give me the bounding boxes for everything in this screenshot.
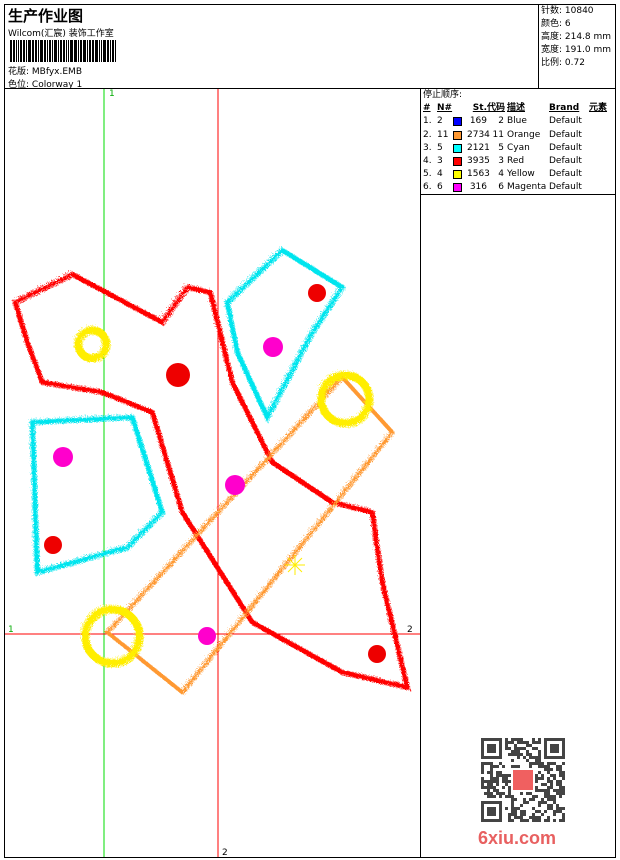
embroidery-preview: 1 1 2 2 (5, 89, 420, 857)
red-motifs (44, 284, 386, 663)
hearts (53, 337, 283, 645)
guide-label: 1 (109, 89, 115, 99)
guide-label: 2 (407, 625, 413, 635)
divider (420, 89, 421, 858)
table-row: 2. 11 2734 11 Orange Default (423, 129, 582, 140)
company-name: Wilcom(汇宸) 装饰工作室 (8, 29, 114, 39)
page-frame (4, 4, 616, 858)
guide-label: 2 (222, 848, 228, 857)
table-row: 5. 4 1563 4 Yellow Default (423, 169, 582, 180)
table-row: 3. 5 2121 5 Cyan Default (423, 142, 582, 153)
orange-shape (102, 372, 393, 693)
red-shape (9, 269, 409, 689)
color-swatch (453, 156, 462, 166)
cyan-shape-left (27, 412, 163, 574)
color-swatch (453, 117, 462, 127)
qr-code (481, 738, 565, 822)
table-row: 4. 3 3935 3 Red Default (423, 155, 582, 166)
design-file: 花版: MBfyx.EMB (8, 67, 82, 77)
header: 生产作业图 Wilcom(汇宸) 装饰工作室 花版: MBfyx.EMB 色位:… (4, 4, 616, 90)
design-scale: 比例: 0.72 (541, 58, 585, 68)
color-swatch (453, 183, 462, 193)
cyan-shape-top (222, 244, 344, 421)
barcode (10, 40, 116, 62)
colorway: 色位: Colorway 1 (8, 80, 83, 90)
stitch-count: 针数: 10840 (541, 6, 594, 16)
table-header: # N# St. 代码 描述 Brand 元素 (423, 103, 608, 114)
yellow-flower (315, 369, 371, 425)
guide-label: 1 (8, 625, 14, 635)
color-swatch (453, 130, 462, 140)
design-height: 高度: 214.8 mm (541, 32, 612, 42)
page-title: 生产作业图 (8, 7, 84, 25)
watermark-logo: 6xiu.com (478, 828, 557, 848)
yellow-flower (79, 603, 141, 665)
table-row: 6. 6 316 6 Magenta Default (423, 182, 582, 193)
color-swatch (453, 170, 462, 180)
design-info: 针数: 10840 颜色: 6 高度: 214.8 mm 宽度: 191.0 m… (538, 4, 616, 89)
seal-icon (513, 770, 533, 790)
color-count: 颜色: 6 (541, 19, 571, 29)
table-row: 1. 2 169 2 Blue Default (423, 116, 582, 127)
table-title: 停止顺序: (423, 90, 463, 100)
color-swatch (453, 143, 462, 153)
stop-sequence-table: 停止顺序: # N# St. 代码 描述 Brand 元素 1. 2 169 2 Blue Defau… (421, 89, 616, 195)
yellow-flower (72, 324, 108, 360)
center-mark (285, 555, 305, 575)
design-width: 宽度: 191.0 mm (541, 45, 612, 55)
